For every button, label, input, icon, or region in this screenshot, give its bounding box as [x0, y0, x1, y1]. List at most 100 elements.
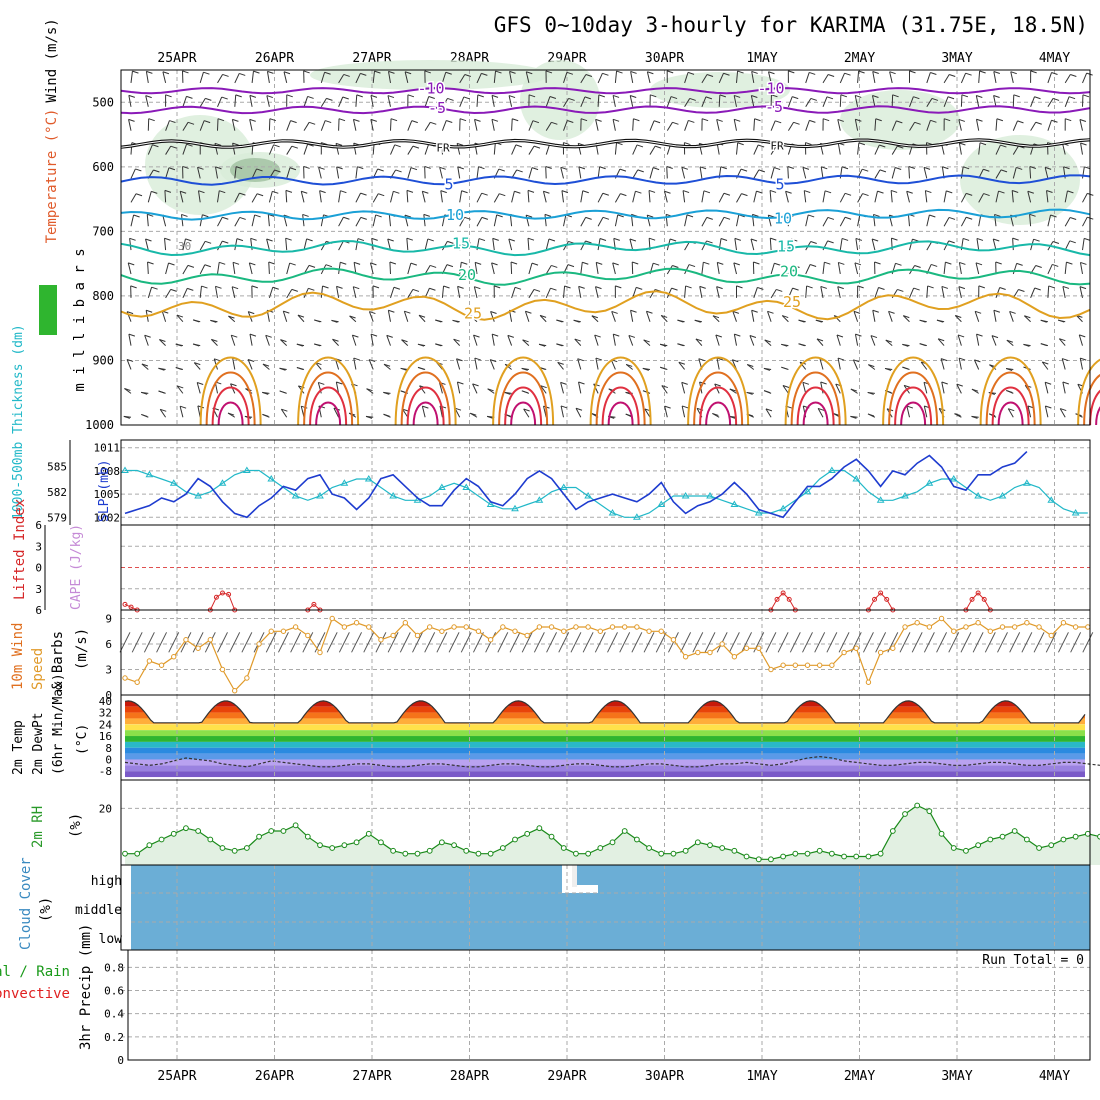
surface-temp-contour [504, 386, 543, 426]
wind-barb-flag [538, 343, 546, 347]
wind-barb-flag [424, 165, 431, 169]
wind-barb-flag [595, 357, 603, 361]
wind-barb-flag [1066, 261, 1073, 265]
wind-barb-flag [144, 334, 151, 338]
wind-barb-flag [630, 309, 637, 313]
rh-ylabel: 2m RH [30, 806, 46, 848]
wind-speed-point [402, 620, 409, 626]
wind-barb [578, 286, 582, 298]
wind10m-barb [997, 632, 1008, 653]
wind-barb [251, 193, 258, 203]
wind-barb-flag [630, 70, 637, 74]
wind-barb [678, 361, 685, 370]
wind-barb [649, 145, 656, 155]
wind-barb-flag [525, 310, 532, 314]
wind-barb [563, 72, 568, 84]
wind-barb [978, 214, 982, 227]
wind-barb [525, 215, 530, 227]
wind-barb [283, 71, 288, 84]
wind-barb [370, 95, 374, 107]
wind-barb [1029, 214, 1032, 227]
wind-barb [614, 193, 621, 203]
wind-barb-flag [872, 95, 879, 98]
wind-barb-flag [737, 70, 744, 74]
wind-barb-flag [966, 192, 973, 196]
wind-barb-flag [1017, 120, 1024, 124]
li-point [774, 596, 780, 602]
wind-barb [632, 144, 638, 155]
wind-barb [732, 311, 737, 322]
wind-barb-flag [322, 285, 329, 289]
wind-barb-flag [757, 286, 764, 290]
wind-barb-flag [336, 285, 343, 289]
wind-barb [1062, 286, 1066, 298]
wind-barb [822, 190, 826, 203]
wind-barb [297, 314, 305, 323]
wind-barb [285, 190, 288, 203]
wind-barb-flag [820, 381, 827, 385]
wind10m-barb [302, 632, 314, 653]
wind10m-barb [680, 632, 692, 653]
rh-point [414, 850, 421, 857]
wind-barb-flag [219, 261, 226, 265]
pressure-tick-label: 800 [92, 289, 114, 303]
wind-barb [770, 145, 777, 155]
wind-barb [459, 74, 466, 84]
wind10m-barb [277, 632, 289, 653]
pressure-tick-label: 500 [92, 95, 114, 109]
wind-speed-point [877, 649, 884, 656]
cloud-level-label: high [91, 874, 122, 889]
wind-barb [611, 311, 616, 322]
wind-barb-flag [648, 237, 656, 241]
wind-barb [943, 74, 950, 84]
wind-barb-flag [439, 166, 446, 170]
rh-point [499, 845, 506, 851]
wind-barb-flag [457, 285, 464, 289]
rh-shading [960, 135, 1080, 225]
wind-barb-flag [635, 190, 642, 194]
wind-barb [164, 238, 167, 251]
chart-title: GFS 0~10day 3-hourly for KARIMA (31.75E,… [494, 13, 1088, 37]
rh-point [670, 850, 677, 857]
wind-speed-point [219, 666, 226, 673]
wind-barb [805, 98, 812, 108]
wind-barb-flag [1029, 213, 1036, 217]
wind10m-barb [594, 632, 606, 653]
wind-barb-flag [335, 142, 343, 146]
wind-barb-flag [653, 120, 661, 124]
wind-barb [527, 190, 530, 203]
wind-barb-flag [827, 216, 835, 220]
wind-barb [1047, 98, 1054, 108]
wind-barb [1024, 315, 1031, 323]
rh-point [231, 847, 238, 854]
wind-barb [332, 338, 339, 346]
wind-barb [146, 214, 149, 227]
wind-barb [386, 335, 391, 346]
wind-barb [926, 241, 933, 251]
wind-barb-flag [577, 358, 584, 362]
wind-barb-flag [192, 343, 200, 347]
wind-barb [161, 310, 167, 322]
wind10m-barb [777, 632, 789, 653]
surface-temp-contour [705, 401, 732, 426]
wind-barb-flag [751, 70, 758, 74]
wind-barb-flag [551, 264, 558, 268]
wind-barb-flag [908, 166, 915, 169]
temp-tick-label: 16 [99, 730, 112, 743]
wind10m-barb [399, 632, 411, 653]
wind-barb-flag [930, 72, 937, 75]
temp-tick-label: 0 [105, 753, 112, 766]
isotherm-label: -10 [757, 80, 784, 98]
wind-barb [130, 71, 133, 83]
wind-barb-flag [332, 338, 339, 342]
rh-point [889, 828, 896, 834]
wind-barb [563, 120, 568, 131]
wind10m-barb [558, 632, 570, 653]
wind-barb [701, 96, 707, 107]
wind-barb-flag [734, 118, 741, 122]
li-point [128, 604, 134, 610]
wind-barb-flag [872, 309, 879, 313]
wind-barb [439, 167, 443, 179]
wind-barb [805, 120, 810, 131]
